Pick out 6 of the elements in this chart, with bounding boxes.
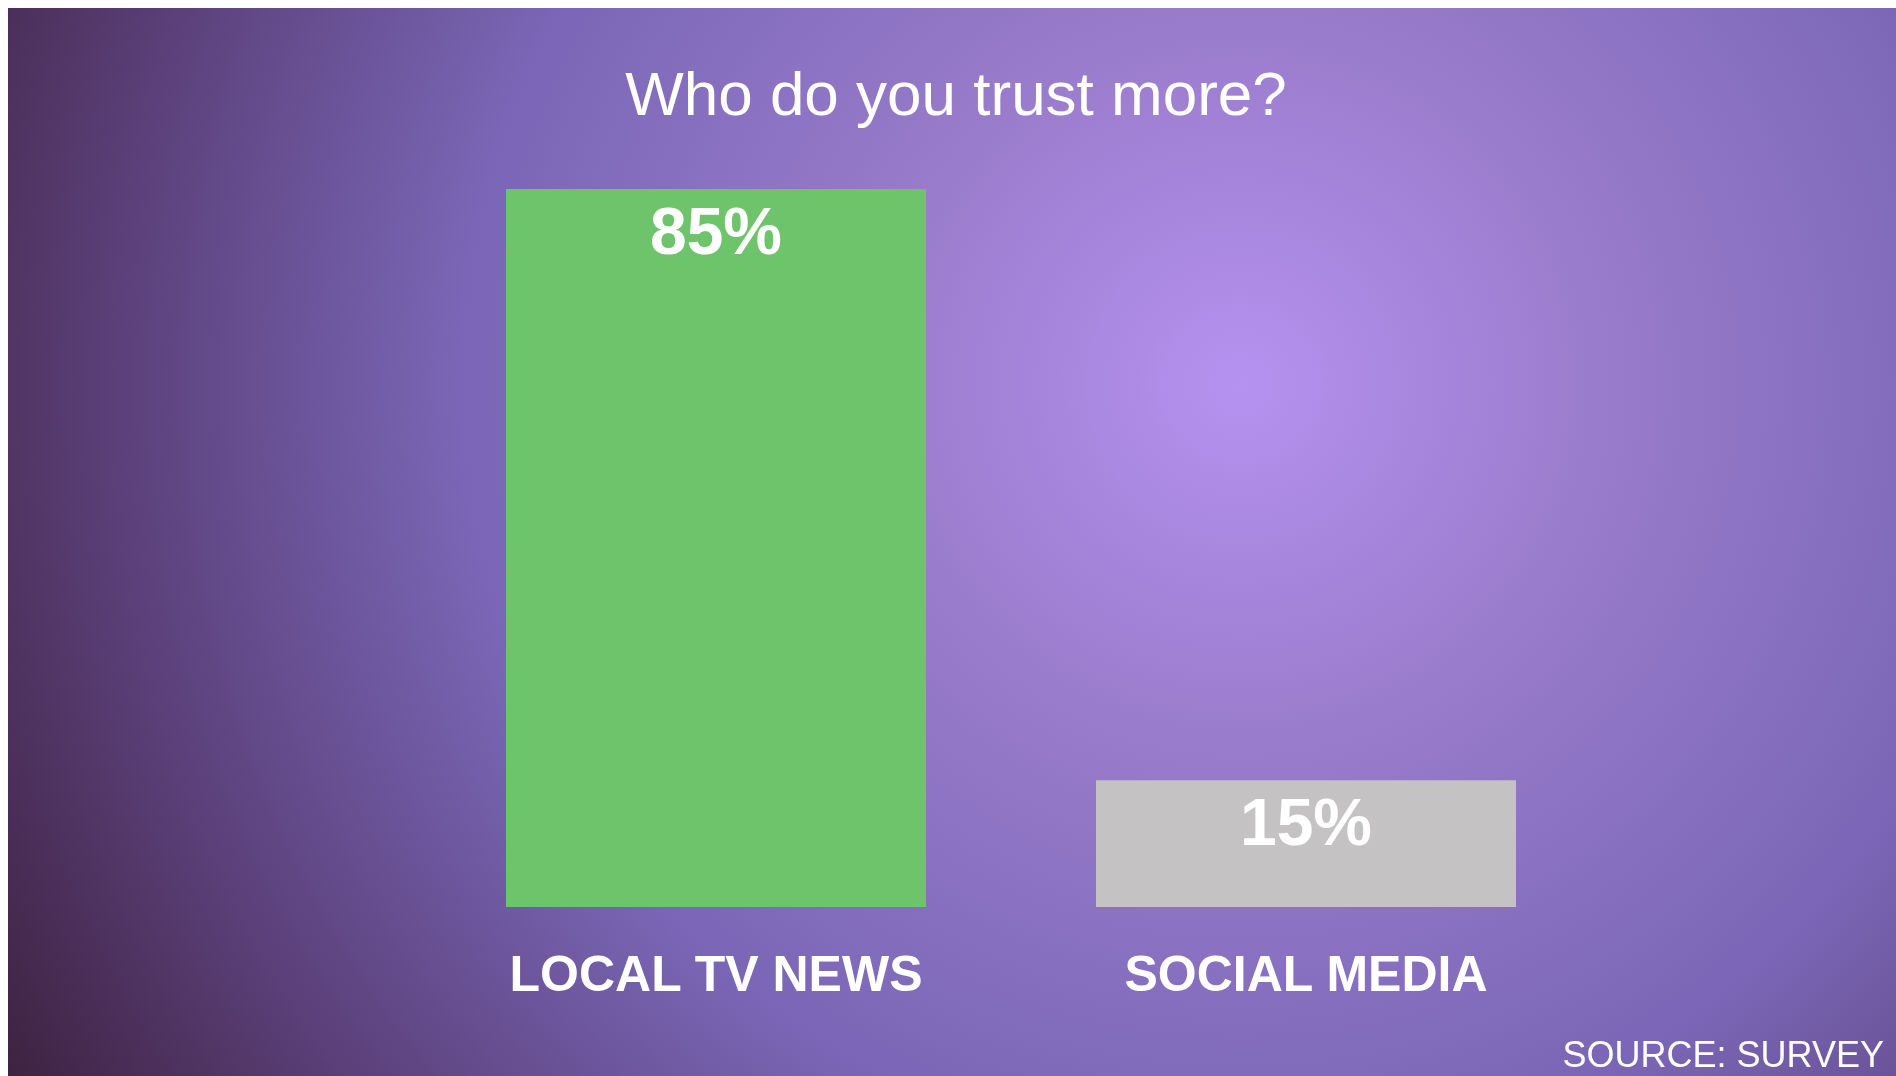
data-label: 85% bbox=[649, 193, 783, 268]
chart-title: Who do you trust more? bbox=[624, 58, 1288, 129]
data-label: 15% bbox=[1239, 785, 1373, 860]
x-tick-label: LOCAL TV NEWS bbox=[509, 945, 923, 1002]
source-note: SOURCE: SURVEY bbox=[1562, 1034, 1884, 1076]
x-tick-label: SOCIAL MEDIA bbox=[1124, 945, 1488, 1002]
